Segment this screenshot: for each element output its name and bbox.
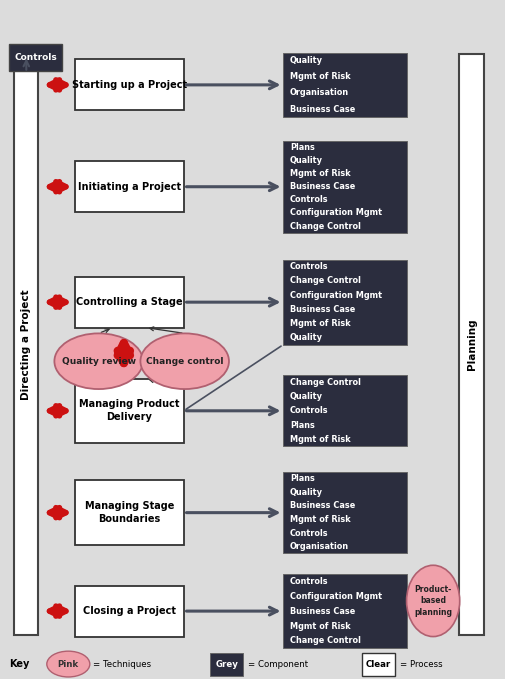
Text: Managing Product
Delivery: Managing Product Delivery <box>79 399 179 422</box>
Text: Initiating a Project: Initiating a Project <box>78 182 180 191</box>
Bar <box>75 277 183 327</box>
Ellipse shape <box>406 565 459 637</box>
Text: Mgmt of Risk: Mgmt of Risk <box>289 72 350 81</box>
Text: Change Control: Change Control <box>289 636 360 646</box>
Bar <box>459 54 483 635</box>
Text: Controls: Controls <box>289 406 328 416</box>
Text: Configuration Mgmt: Configuration Mgmt <box>289 591 381 601</box>
Text: Product-
based
planning: Product- based planning <box>413 585 451 617</box>
Text: Quality: Quality <box>289 56 322 65</box>
Bar <box>75 481 183 545</box>
Text: Business Case: Business Case <box>289 105 355 113</box>
Ellipse shape <box>47 651 90 677</box>
Text: Mgmt of Risk: Mgmt of Risk <box>289 169 350 178</box>
Text: Organisation: Organisation <box>289 88 348 98</box>
Bar <box>210 653 242 676</box>
Text: Mgmt of Risk: Mgmt of Risk <box>289 435 350 444</box>
Text: Plans: Plans <box>289 420 314 430</box>
Text: Clear: Clear <box>365 659 390 669</box>
Text: Managing Stage
Boundaries: Managing Stage Boundaries <box>84 501 174 524</box>
Text: Mgmt of Risk: Mgmt of Risk <box>289 319 350 328</box>
Bar <box>283 472 407 553</box>
Text: = Techniques: = Techniques <box>93 659 151 669</box>
Ellipse shape <box>140 333 228 389</box>
Bar <box>9 44 62 71</box>
Text: Quality: Quality <box>289 333 322 342</box>
Text: Configuration Mgmt: Configuration Mgmt <box>289 291 381 299</box>
Bar <box>75 60 183 110</box>
Text: Business Case: Business Case <box>289 501 355 511</box>
Bar <box>283 375 407 447</box>
Text: Controls: Controls <box>289 576 328 586</box>
Text: Business Case: Business Case <box>289 305 355 314</box>
Bar <box>361 653 394 676</box>
Bar <box>283 259 407 344</box>
Text: Closing a Project: Closing a Project <box>83 606 175 616</box>
Bar <box>283 141 407 232</box>
Bar <box>283 574 407 648</box>
Bar <box>283 52 407 117</box>
Text: Quality: Quality <box>289 392 322 401</box>
Text: Controls: Controls <box>289 262 328 272</box>
Text: Controls: Controls <box>289 528 328 538</box>
Bar <box>75 162 183 212</box>
Text: Plans: Plans <box>289 474 314 483</box>
Text: Key: Key <box>9 659 29 669</box>
Text: Organisation: Organisation <box>289 542 348 551</box>
Ellipse shape <box>55 333 143 389</box>
Text: Planning: Planning <box>466 318 476 371</box>
Text: = Component: = Component <box>247 659 308 669</box>
Text: Configuration Mgmt: Configuration Mgmt <box>289 208 381 217</box>
Text: Plans: Plans <box>289 143 314 152</box>
Text: Business Case: Business Case <box>289 606 355 616</box>
Text: Directing a Project: Directing a Project <box>21 289 31 400</box>
Text: Change Control: Change Control <box>289 221 360 230</box>
Text: Starting up a Project: Starting up a Project <box>72 80 186 90</box>
Text: Mgmt of Risk: Mgmt of Risk <box>289 515 350 524</box>
Text: Quality review: Quality review <box>62 356 135 366</box>
Bar <box>14 54 38 635</box>
Text: Quality: Quality <box>289 488 322 497</box>
Text: Change control: Change control <box>145 356 223 366</box>
Text: Change Control: Change Control <box>289 276 360 285</box>
Bar <box>75 585 183 637</box>
Bar <box>75 379 183 443</box>
Text: Pink: Pink <box>58 659 79 669</box>
Text: Mgmt of Risk: Mgmt of Risk <box>289 621 350 631</box>
Text: Controlling a Stage: Controlling a Stage <box>76 297 182 307</box>
Text: Quality: Quality <box>289 156 322 165</box>
Text: = Process: = Process <box>399 659 441 669</box>
Text: Controls: Controls <box>289 196 328 204</box>
Text: Business Case: Business Case <box>289 182 355 191</box>
Text: Grey: Grey <box>215 659 238 669</box>
Text: Change Control: Change Control <box>289 378 360 387</box>
Text: Controls: Controls <box>14 53 57 62</box>
